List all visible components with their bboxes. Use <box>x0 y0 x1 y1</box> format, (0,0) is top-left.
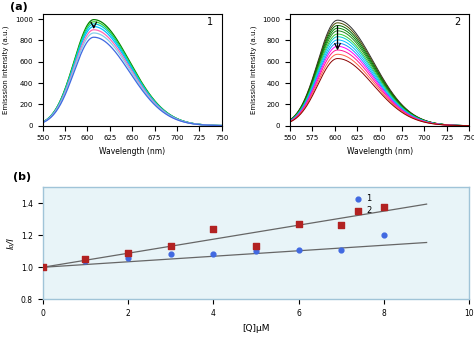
1 <box>210 252 217 257</box>
2 <box>39 265 46 270</box>
1 <box>295 247 302 252</box>
2 <box>210 226 217 232</box>
2 <box>295 221 302 227</box>
X-axis label: Wavelength (nm): Wavelength (nm) <box>346 147 413 156</box>
X-axis label: Wavelength (nm): Wavelength (nm) <box>99 147 165 156</box>
1 <box>82 258 89 264</box>
Text: 2: 2 <box>454 17 460 27</box>
2 <box>167 244 174 249</box>
2 <box>337 222 345 228</box>
1 <box>337 247 345 252</box>
Y-axis label: Emisssion intensity (a.u.): Emisssion intensity (a.u.) <box>3 25 9 114</box>
1 <box>39 265 46 270</box>
Y-axis label: Emisssion intensity (a.u.): Emisssion intensity (a.u.) <box>250 25 257 114</box>
X-axis label: [Q]μM: [Q]μM <box>242 324 270 333</box>
Legend: 1, 2: 1, 2 <box>354 193 374 216</box>
Y-axis label: I₀/I: I₀/I <box>6 237 15 249</box>
2 <box>124 250 132 256</box>
1 <box>167 252 174 257</box>
1 <box>380 233 388 238</box>
1 <box>252 249 260 254</box>
1 <box>124 255 132 260</box>
Text: (a): (a) <box>10 1 28 11</box>
Text: 1: 1 <box>207 17 213 27</box>
2 <box>82 257 89 262</box>
2 <box>252 244 260 249</box>
2 <box>380 204 388 209</box>
Text: (b): (b) <box>13 172 31 182</box>
